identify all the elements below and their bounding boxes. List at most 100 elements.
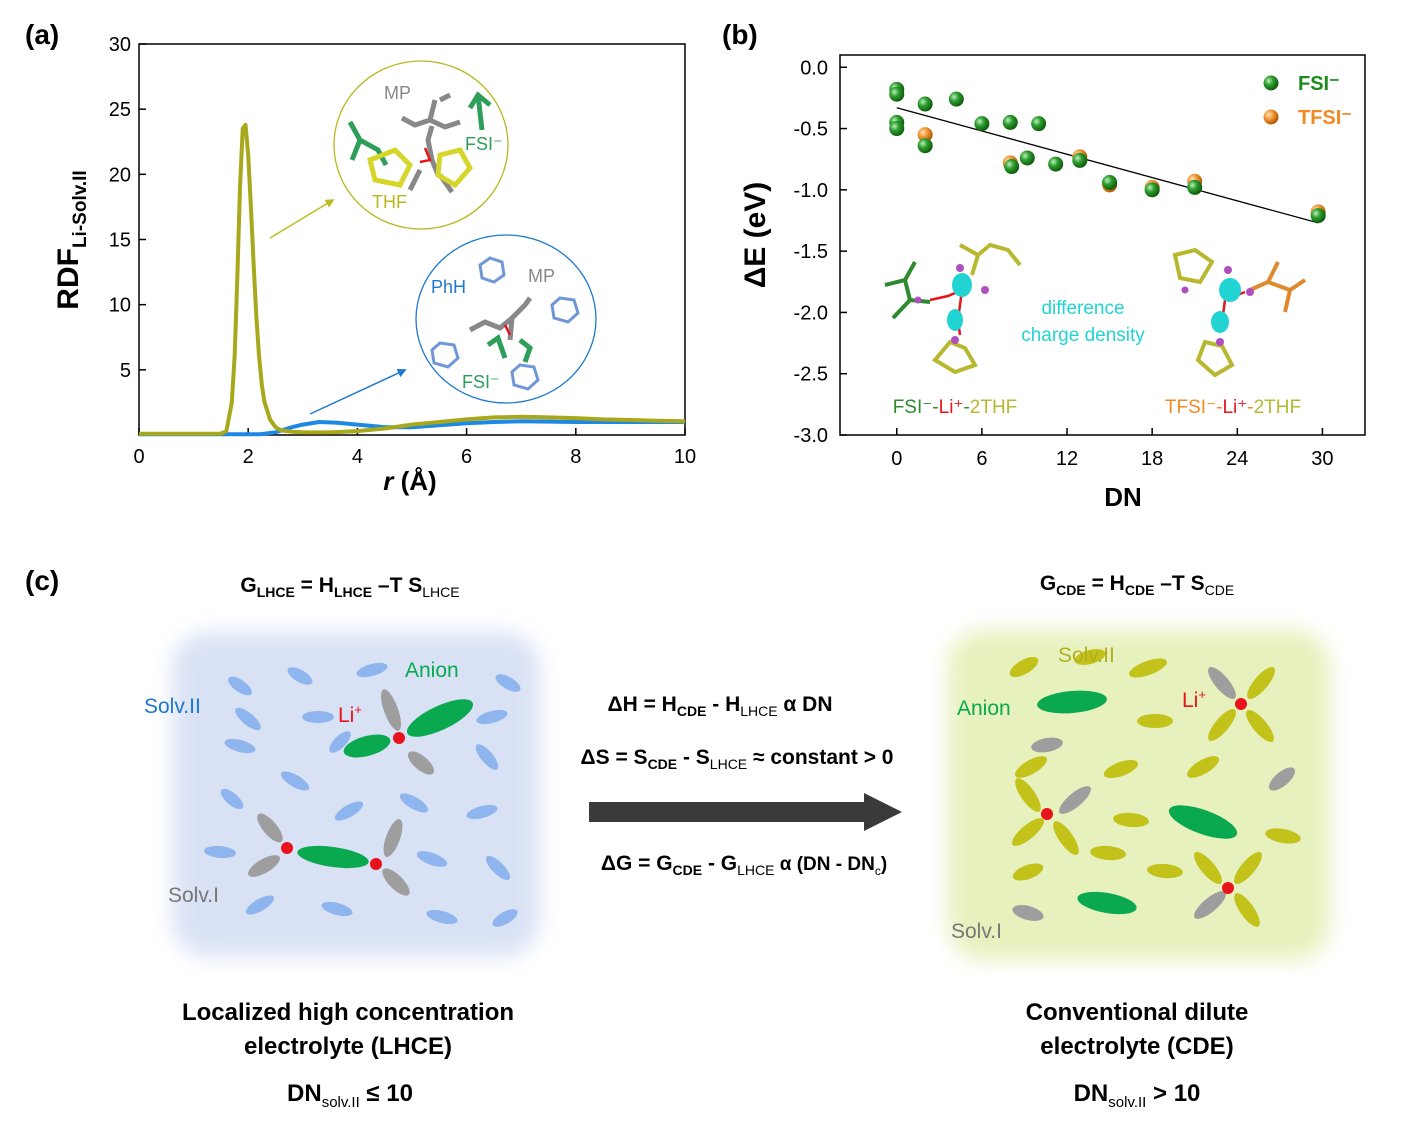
- de-x-tick-label: 0: [891, 448, 902, 470]
- lhce-illustration: Anion Li+ Solv.II Solv.I: [144, 632, 540, 957]
- delta-h-equation: ΔH = HCDE - HLHCE α DN: [607, 693, 832, 719]
- inset-thf-thf-label: THF: [372, 192, 407, 212]
- rdf-series-lines: [139, 122, 686, 437]
- fsi-complex-li: Li⁺: [939, 397, 964, 418]
- cde-li-cluster-3: [1194, 852, 1262, 927]
- rdf-y-tick-label: 10: [109, 295, 131, 317]
- tfsi-li-2thf-structure: [1172, 247, 1307, 378]
- de-plot-frame: [839, 54, 1366, 436]
- rdf-x-tick-label: 4: [352, 446, 363, 468]
- fsi-data-point: [974, 116, 990, 132]
- rdf-y-label-main: RDF: [52, 248, 85, 310]
- rdf-y-tick-label: 20: [109, 164, 131, 186]
- de-y-tick-label: -1.0: [794, 180, 828, 202]
- lhce-title-line2: electrolyte (LHCE): [244, 1033, 452, 1060]
- process-arrow: [589, 793, 902, 831]
- fsi-data-point: [1102, 174, 1118, 190]
- fsi-data-point: [1031, 116, 1047, 132]
- cde-li-label: Li+: [1182, 687, 1206, 712]
- tfsi-complex-dash2: -: [1247, 397, 1253, 418]
- cde-solv-ii-ellipses: [1009, 649, 1301, 881]
- fsi-data-point: [1002, 114, 1018, 130]
- inset-thf-fsi-label: FSI⁻: [465, 134, 503, 154]
- lhce-anion-label: Anion: [405, 659, 459, 682]
- de-x-tick-label: 6: [976, 448, 987, 470]
- cde-solv1-label: Solv.I: [951, 920, 1002, 943]
- tfsi-complex-anion: TFSI⁻: [1165, 397, 1216, 418]
- inset-phh-phh-label: PhH: [431, 277, 466, 297]
- rdf-y-tick-label: 30: [109, 34, 131, 56]
- tfsi-li-2thf-label: TFSI⁻-Li⁺-2THF: [1165, 397, 1301, 418]
- de-x-tick-label: 24: [1226, 448, 1248, 470]
- rdf-axis-ticks: 0 2 4 6 8 10 5 10 15 20 25 30: [109, 34, 696, 468]
- lhce-cluster-top: [343, 689, 474, 775]
- de-y-tick-label: -3.0: [794, 425, 828, 447]
- tfsi-complex-thf: 2THF: [1254, 397, 1302, 418]
- charge-density-label: charge density: [1021, 325, 1145, 346]
- de-y-tick-label: -0.5: [794, 119, 828, 141]
- legend-label-fsi: FSI⁻: [1298, 73, 1340, 95]
- delta-s-equation: ΔS = SCDE - SLHCE ≈ constant > 0: [581, 746, 894, 772]
- fsi-data-point: [1004, 159, 1020, 175]
- cde-anion-label: Anion: [957, 697, 1011, 720]
- fsi-molecule-drawing: [347, 91, 492, 167]
- inset-thf-mp-label: MP: [384, 83, 411, 103]
- solv-ii-ellipses: [204, 662, 521, 927]
- lhce-title-line1: Localized high concentration: [182, 999, 514, 1026]
- cde-title-line1: Conventional dilute: [1026, 999, 1249, 1026]
- legend-marker-fsi: [1263, 75, 1279, 91]
- fsi-data-point: [889, 121, 905, 137]
- cde-illustration: Solv.II Anion Li+ Solv.I: [948, 630, 1330, 960]
- de-trend-line-segment: [896, 107, 1319, 224]
- tfsi-complex-dash1: -: [1216, 397, 1222, 418]
- rdf-x-tick-label: 2: [243, 446, 254, 468]
- tfsi-complex-li: Li⁺: [1222, 397, 1247, 418]
- lhce-cluster-bottom: [248, 813, 410, 896]
- de-x-tick-label: 18: [1141, 448, 1163, 470]
- fsi-complex-anion: FSI⁻: [893, 397, 933, 418]
- de-x-tick-label: 12: [1056, 448, 1078, 470]
- fsi-complex-dash1: -: [932, 397, 938, 418]
- fsi-data-point: [917, 138, 933, 154]
- fsi-data-point: [1144, 182, 1160, 198]
- fsi-data-point: [1048, 156, 1064, 172]
- lhce-li-label: Li+: [338, 702, 362, 727]
- inset-thf-arrow: [269, 199, 335, 239]
- inset-phh-fsi-label: FSI⁻: [462, 372, 500, 392]
- de-y-tick-label: -2.5: [794, 364, 828, 386]
- delta-g-equation: ΔG = GCDE - GLHCE α (DN - DNc): [601, 852, 887, 878]
- fsi-data-point: [889, 86, 905, 102]
- rdf-y-tick-label: 5: [120, 360, 131, 382]
- fsi-data-point: [917, 96, 933, 112]
- rdf-x-label-var: r: [383, 466, 395, 496]
- delta-e-chart: 0 6 12 18 24 30 0.0 -0.5 -1.0 -1.5 -2.0 -2.5 -3.0 FS…: [739, 54, 1366, 512]
- fsi-data-point: [948, 91, 964, 107]
- fsi-data-point: [1187, 179, 1203, 195]
- inset-phh-mp-label: MP: [528, 266, 555, 286]
- de-scatter-points: [889, 81, 1326, 224]
- cde-li-cluster-1: [1208, 667, 1275, 742]
- panel-label-a: (a): [25, 19, 59, 50]
- panel-label-b: (b): [722, 19, 758, 50]
- fsi-complex-thf: 2THF: [970, 397, 1018, 418]
- lhce-solv1-label: Solv.I: [168, 884, 219, 907]
- fsi-data-point: [1310, 208, 1326, 224]
- cde-li-cluster-2: [1012, 778, 1091, 855]
- inset-phh-structure: PhH MP FSI⁻: [415, 234, 597, 404]
- legend-marker-tfsi: [1263, 109, 1279, 125]
- rdf-x-axis-label: r (Å): [383, 466, 436, 496]
- fsi-li-2thf-label: FSI⁻-Li⁺-2THF: [893, 397, 1018, 418]
- de-y-tick-label: 0.0: [800, 57, 828, 79]
- rdf-x-tick-label: 10: [674, 446, 696, 468]
- rdf-chart: 0 2 4 6 8 10 5 10 15 20 25 30 RDFLi-Solv.II r (Å) M…: [52, 34, 696, 496]
- inset-phh-arrow: [309, 368, 407, 415]
- panel-label-c: (c): [25, 565, 59, 596]
- thf-molecule-drawing: [367, 147, 474, 189]
- rdf-y-label-sub: Li-Solv.II: [70, 170, 91, 248]
- fsi-data-point: [1072, 152, 1088, 168]
- inset-thf-structure: MP FSI⁻ THF: [333, 60, 509, 230]
- rdf-y-tick-label: 25: [109, 99, 131, 121]
- rdf-x-tick-label: 8: [570, 446, 581, 468]
- rdf-x-tick-label: 6: [461, 446, 472, 468]
